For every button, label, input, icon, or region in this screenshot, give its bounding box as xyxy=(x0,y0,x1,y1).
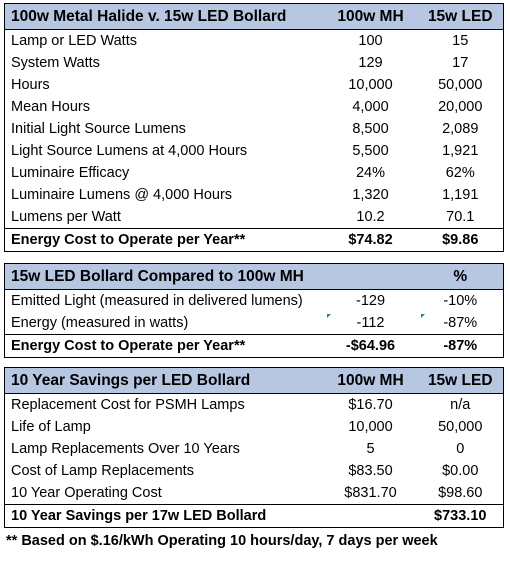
mh-value: 10,000 xyxy=(348,419,393,435)
table-row: Emitted Light (measured in delivered lum… xyxy=(4,289,504,312)
table-row: Lamp or LED Watts 100 15 xyxy=(4,29,504,52)
row-label: Replacement Cost for PSMH Lamps xyxy=(4,393,324,416)
row-label: Mean Hours xyxy=(4,96,324,118)
mh-value: 5 xyxy=(366,441,375,457)
led-value: $0.00 xyxy=(417,460,504,482)
mh-value: 129 xyxy=(358,55,383,71)
mh-value: 8,500 xyxy=(352,121,389,137)
table-row: Replacement Cost for PSMH Lamps $16.70 n… xyxy=(4,393,504,416)
mh-value: $16.70 xyxy=(348,397,393,413)
percent-total: -87% xyxy=(417,334,504,358)
total-label: Energy Cost to Operate per Year** xyxy=(4,334,324,358)
row-label: 10 Year Operating Cost xyxy=(4,482,324,505)
led-value: 1,921 xyxy=(417,140,504,162)
table-header: 100w Metal Halide v. 15w LED Bollard 100… xyxy=(4,3,504,30)
led-total: $9.86 xyxy=(417,228,504,252)
led-value: 20,000 xyxy=(417,96,504,118)
led-value: n/a xyxy=(417,393,504,416)
row-label: Lamp Replacements Over 10 Years xyxy=(4,438,324,460)
total-label: 10 Year Savings per 17w LED Bollard xyxy=(4,504,324,528)
mh-value: 24% xyxy=(355,165,386,181)
led-value: 17 xyxy=(417,52,504,74)
led-value: 0 xyxy=(417,438,504,460)
row-label: Hours xyxy=(4,74,324,96)
led-value: 15 xyxy=(417,29,504,52)
led-value: 1,191 xyxy=(417,184,504,206)
table-row: Life of Lamp 10,000 50,000 xyxy=(4,416,504,438)
row-label: Lumens per Watt xyxy=(4,206,324,229)
difference-value: -129 xyxy=(355,293,386,309)
table-row: Hours 10,000 50,000 xyxy=(4,74,504,96)
row-label: Life of Lamp xyxy=(4,416,324,438)
mh-value: 10,000 xyxy=(348,77,393,93)
row-label: Lamp or LED Watts xyxy=(4,29,324,52)
table-header: 10 Year Savings per LED Bollard 100w MH … xyxy=(4,367,504,394)
mh-value: 100 xyxy=(358,33,383,49)
total-row: Energy Cost to Operate per Year** $74.82… xyxy=(4,228,504,252)
table-row: Cost of Lamp Replacements $83.50 $0.00 xyxy=(4,460,504,482)
led-value: $98.60 xyxy=(417,482,504,505)
total-row: Energy Cost to Operate per Year** -$64.9… xyxy=(4,334,504,358)
row-label: Luminaire Lumens @ 4,000 Hours xyxy=(4,184,324,206)
row-label: Initial Light Source Lumens xyxy=(4,118,324,140)
table-row: 10 Year Operating Cost $831.70 $98.60 xyxy=(4,482,504,505)
column-header-led: 15w LED xyxy=(417,3,504,30)
mh-value: 5,500 xyxy=(352,143,389,159)
table-row: Luminaire Efficacy 24% 62% xyxy=(4,162,504,184)
row-label: Luminaire Efficacy xyxy=(4,162,324,184)
comparison-table: 100w Metal Halide v. 15w LED Bollard 100… xyxy=(4,3,504,252)
column-header-blank xyxy=(323,263,418,290)
row-label: System Watts xyxy=(4,52,324,74)
mh-value: 4,000 xyxy=(352,99,389,115)
table-row: Light Source Lumens at 4,000 Hours 5,500… xyxy=(4,140,504,162)
savings-table: 10 Year Savings per LED Bollard 100w MH … xyxy=(4,367,504,528)
table-row: Lamp Replacements Over 10 Years 5 0 xyxy=(4,438,504,460)
row-label: Light Source Lumens at 4,000 Hours xyxy=(4,140,324,162)
table-row: Initial Light Source Lumens 8,500 2,089 xyxy=(4,118,504,140)
total-label: Energy Cost to Operate per Year** xyxy=(4,228,324,252)
footnote: ** Based on $.16/kWh Operating 10 hours/… xyxy=(6,533,438,549)
mh-value: $831.70 xyxy=(344,485,397,501)
table-title: 100w Metal Halide v. 15w LED Bollard xyxy=(4,3,324,30)
table-row: System Watts 129 17 xyxy=(4,52,504,74)
column-header-mh: 100w MH xyxy=(323,367,418,394)
led-value: 50,000 xyxy=(417,74,504,96)
column-header-led: 15w LED xyxy=(417,367,504,394)
mh-total xyxy=(323,504,418,528)
led-value: 70.1 xyxy=(417,206,504,229)
row-label: Energy (measured in watts) xyxy=(4,312,324,335)
percent-value: -10% xyxy=(417,289,504,312)
total-row: 10 Year Savings per 17w LED Bollard $733… xyxy=(4,504,504,528)
table-row: Lumens per Watt 10.2 70.1 xyxy=(4,206,504,229)
table-row: Luminaire Lumens @ 4,000 Hours 1,320 1,1… xyxy=(4,184,504,206)
led-value: 50,000 xyxy=(417,416,504,438)
table-row: Mean Hours 4,000 20,000 xyxy=(4,96,504,118)
mh-total: $74.82 xyxy=(323,228,418,252)
savings-total: $733.10 xyxy=(417,504,504,528)
column-header-mh: 100w MH xyxy=(323,3,418,30)
column-header-percent: % xyxy=(417,263,504,290)
table-title: 15w LED Bollard Compared to 100w MH xyxy=(4,263,324,290)
led-value: 2,089 xyxy=(417,118,504,140)
led-value: 62% xyxy=(417,162,504,184)
row-label: Cost of Lamp Replacements xyxy=(4,460,324,482)
mh-value: $83.50 xyxy=(348,463,393,479)
mh-value: 1,320 xyxy=(352,187,389,203)
row-label: Emitted Light (measured in delivered lum… xyxy=(4,289,324,312)
difference-total: -$64.96 xyxy=(323,334,418,358)
table-row: Energy (measured in watts) -112 -87% xyxy=(4,312,504,335)
mh-value: 10.2 xyxy=(356,209,385,225)
table-title: 10 Year Savings per LED Bollard xyxy=(4,367,324,394)
difference-value: -112 xyxy=(324,312,418,335)
comparison-difference-table: 15w LED Bollard Compared to 100w MH % Em… xyxy=(4,263,504,358)
percent-value: -87% xyxy=(417,312,504,335)
table-header: 15w LED Bollard Compared to 100w MH % xyxy=(4,263,504,290)
